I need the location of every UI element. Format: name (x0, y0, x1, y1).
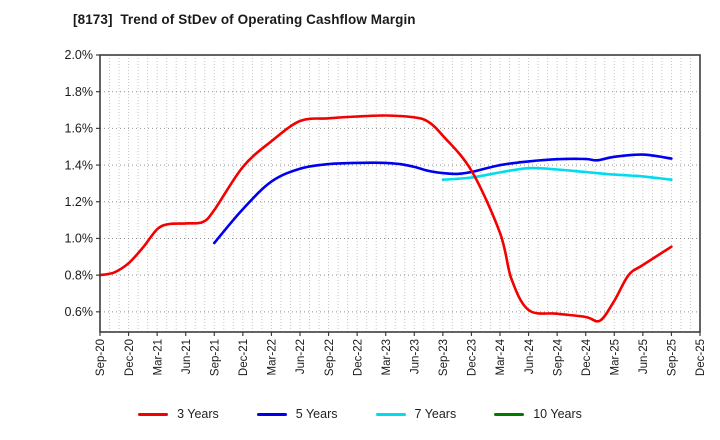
y-tick-label: 1.6% (65, 122, 94, 136)
x-tick-label: Jun-23 (410, 339, 422, 374)
y-tick-label: 1.4% (65, 158, 94, 172)
x-tick-label: Mar-21 (152, 339, 164, 375)
legend-line-icon (256, 412, 287, 416)
x-tick-label: Dec-21 (238, 339, 250, 376)
axes-frame (99, 54, 701, 333)
chart-title: [8173] Trend of StDev of Operating Cashf… (73, 12, 416, 27)
legend-label: 5 Years (295, 407, 338, 421)
x-tick-label: Mar-23 (381, 339, 393, 375)
legend-line-icon (138, 412, 169, 416)
y-tick-label: 1.0% (65, 232, 94, 246)
x-tick-label: Jun-24 (524, 338, 536, 374)
y-tick-label: 1.8% (65, 85, 94, 99)
x-tick-label: Sep-21 (210, 339, 222, 376)
x-tick-label: Sep-24 (552, 338, 564, 376)
x-tick-label: Jun-25 (638, 339, 650, 374)
x-tick-label: Dec-24 (581, 338, 593, 376)
legend-line-icon (494, 412, 525, 416)
x-tick-label: Mar-24 (495, 338, 507, 375)
series-line-5-years (213, 153, 673, 245)
y-tick-label: 0.6% (65, 305, 94, 319)
x-tick-label: Jun-22 (295, 339, 307, 374)
horizontal-gridlines (100, 91, 700, 313)
x-axis-labels: Sep-20 Dec-20 Mar-21 Jun-21 Sep-21 Dec-21 Mar-… (95, 332, 707, 376)
legend: 3 Years 5 Years 7 Years 10 Years (0, 407, 720, 421)
x-tick-label: Dec-22 (352, 339, 364, 376)
series-line-3-years (98, 114, 673, 323)
legend-label: 7 Years (414, 407, 457, 421)
x-tick-label: Jun-21 (181, 339, 193, 374)
x-tick-label: Sep-23 (438, 339, 450, 376)
x-tick-label: Sep-22 (324, 339, 336, 376)
x-tick-label: Mar-25 (610, 339, 622, 375)
vertical-gridlines (109, 55, 691, 332)
legend-line-icon (375, 412, 406, 416)
legend-item-7-years: 7 Years (375, 407, 457, 421)
legend-label: 10 Years (533, 407, 582, 421)
x-tick-label: Sep-25 (667, 339, 679, 376)
x-tick-label: Dec-23 (467, 339, 479, 376)
x-tick-label: Dec-25 (695, 339, 707, 376)
series-line-7-years (441, 166, 673, 181)
y-tick-label: 1.2% (65, 195, 94, 209)
x-tick-label: Sep-20 (95, 339, 107, 376)
legend-item-10-years: 10 Years (494, 407, 582, 421)
legend-item-3-years: 3 Years (138, 407, 219, 421)
y-tick-label: 0.8% (65, 268, 94, 282)
legend-item-5-years: 5 Years (256, 407, 338, 421)
y-axis-labels: 2.0% 1.8% 1.6% 1.4% 1.2% 1.0% 0.8% 0.6% (65, 48, 100, 319)
x-tick-label: Mar-22 (267, 339, 279, 375)
legend-label: 3 Years (177, 407, 219, 421)
y-tick-label: 2.0% (65, 48, 94, 62)
x-tick-label: Dec-20 (124, 339, 136, 376)
